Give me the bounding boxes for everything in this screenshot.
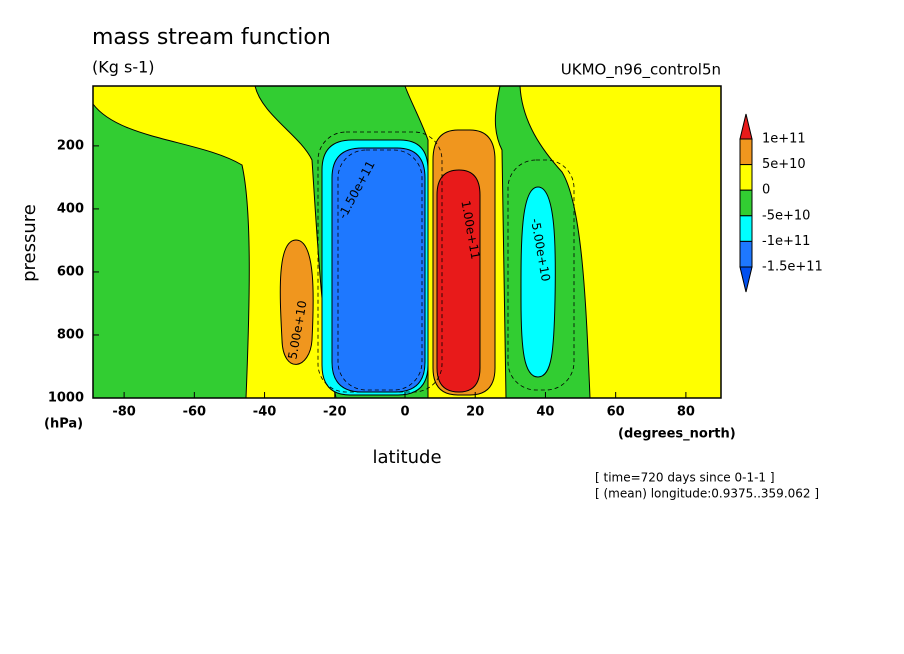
contour-region: [520, 186, 556, 378]
x-tick-label: 20: [466, 405, 484, 420]
colorbar-cell: [739, 189, 753, 217]
note: [ (mean) longitude:0.9375..359.062 ]: [595, 487, 819, 501]
colorbar-label: 5e+10: [762, 157, 806, 172]
chart-title: mass stream function: [92, 25, 331, 50]
contour-line: [507, 159, 575, 391]
x-tick-label: -40: [253, 405, 277, 420]
colorbar-label: -1.5e+11: [762, 260, 823, 275]
contour-region: [436, 169, 481, 393]
x-tick-label: -80: [112, 405, 136, 420]
colorbar-cell: [739, 138, 753, 166]
x-tick-label: -60: [183, 405, 207, 420]
colorbar-label: 0: [762, 183, 770, 198]
y-unit: (hPa): [44, 417, 83, 432]
colorbar-label: -5e+10: [762, 208, 810, 223]
y-tick-label: 600: [57, 264, 84, 279]
plot-area: 5.00e+101.00e+11 -5.00e+10-1.50e+11: [92, 85, 722, 399]
contour-region: [331, 147, 426, 393]
contour-line: [317, 131, 443, 393]
colorbar-cell: [739, 215, 753, 242]
y-tick-label: 200: [57, 138, 84, 153]
y-tick-label: 1000: [48, 391, 84, 406]
contour-line: [337, 149, 423, 391]
dataset-label: UKMO_n96_control5n: [561, 61, 721, 80]
contour-region: [519, 85, 722, 399]
colorbar-label: 1e+11: [762, 132, 806, 147]
chart-subtitle: (Kg s-1): [92, 58, 155, 77]
colorbar-cell: [739, 113, 753, 140]
colorbar-cell: [739, 164, 753, 191]
x-unit: (degrees_north): [618, 427, 736, 442]
colorbar-label: -1e+11: [762, 234, 810, 249]
x-tick-label: 60: [607, 405, 625, 420]
note: [ time=720 days since 0-1-1 ]: [595, 471, 775, 485]
y-tick-label: 400: [57, 201, 84, 216]
y-tick-label: 800: [57, 327, 84, 342]
x-tick-label: 80: [677, 405, 695, 420]
x-tick-label: -20: [323, 405, 347, 420]
x-tick-label: 40: [536, 405, 554, 420]
x-axis-label: latitude: [372, 447, 441, 468]
contour-region: [279, 239, 314, 365]
colorbar-cell: [739, 266, 753, 293]
y-axis-label: pressure: [19, 204, 40, 282]
x-tick-label: 0: [400, 405, 409, 420]
plot-frame: [92, 85, 722, 399]
colorbar-cell: [739, 240, 753, 268]
